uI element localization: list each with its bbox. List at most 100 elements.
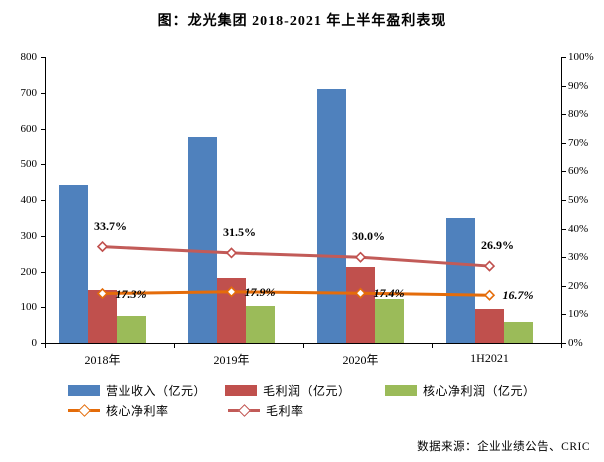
- y-axis-right-tick: [562, 314, 566, 316]
- bar-core-profit: [246, 306, 275, 343]
- y-axis-left-tick-label: 200: [20, 265, 38, 278]
- y-axis-left-tick: [41, 200, 45, 201]
- y-axis-left-tick-label: 600: [20, 122, 38, 135]
- x-axis-category-label: 2018年: [84, 353, 121, 367]
- y-axis-right-tick-label: 60%: [568, 165, 589, 178]
- y-axis-right-tick: [562, 57, 566, 58]
- y-axis-right-tick: [562, 142, 566, 144]
- y-axis-right-tick-label: 100%: [568, 51, 594, 63]
- bar-revenue: [59, 185, 88, 343]
- bar-revenue: [317, 88, 346, 343]
- legend-label: 毛利润（亿元）: [263, 383, 351, 398]
- x-axis-category-label: 2019年: [213, 353, 250, 367]
- x-axis-tick: [303, 344, 304, 348]
- x-axis-category-label: 2020年: [342, 353, 379, 367]
- legend-item-bar-series: 核心净利润（亿元）: [385, 383, 536, 398]
- legend-swatch: [225, 384, 257, 396]
- y-axis-left-tick-label: 400: [20, 194, 38, 206]
- y-axis-right-tick: [562, 257, 566, 259]
- legend-label: 核心净利润（亿元）: [423, 383, 536, 398]
- y-axis-right-tick-label: 80%: [568, 108, 589, 121]
- legend-item-line-series: 核心净利率: [68, 403, 169, 418]
- data-label: 30.0%: [352, 229, 385, 244]
- y-axis-left-tick: [41, 164, 45, 166]
- bar-core-profit: [504, 322, 533, 343]
- y-axis-right-tick: [562, 114, 566, 116]
- legend-swatch: [68, 384, 100, 396]
- x-axis-tick: [561, 344, 562, 348]
- y-axis-left-tick: [41, 235, 45, 237]
- y-axis-left-tick-label: 700: [20, 86, 38, 99]
- x-axis-tick: [432, 344, 433, 348]
- y-axis-left-tick: [41, 271, 45, 273]
- chart-title: 图：龙光集团 2018-2021 年上半年盈利表现: [157, 14, 447, 29]
- y-axis-right-tick-label: 20%: [568, 279, 589, 292]
- legend-item-bar-series: 毛利润（亿元）: [225, 383, 351, 398]
- y-axis-left-tick-label: 300: [20, 229, 38, 242]
- diamond-marker: [483, 260, 496, 272]
- y-axis-right-tick-label: 0%: [568, 337, 583, 349]
- y-axis-right-tick: [562, 171, 566, 173]
- data-source-note: 数据来源：企业业绩公告、CRIC: [417, 441, 590, 453]
- y-axis-left-tick-label: 800: [20, 51, 38, 63]
- y-axis-right: [561, 57, 562, 343]
- y-axis-left-tick-label: 500: [20, 158, 38, 171]
- gross-margin-line: [102, 245, 490, 268]
- y-axis-right-tick-label: 40%: [568, 222, 589, 235]
- bar-gross-profit: [475, 309, 504, 343]
- diamond-marker: [225, 286, 238, 298]
- data-label: 17.3%: [115, 286, 147, 301]
- y-axis-left-tick: [41, 128, 45, 130]
- data-label: 33.7%: [94, 218, 127, 233]
- y-axis-left-tick: [41, 57, 45, 58]
- y-axis-right-tick-label: 50%: [568, 194, 589, 206]
- y-axis-right-tick: [562, 85, 566, 87]
- diamond-marker: [354, 251, 367, 263]
- legend-line-marker: [228, 404, 260, 417]
- diamond-marker: [96, 240, 109, 253]
- y-axis-right-tick: [562, 343, 566, 344]
- y-axis-right-tick: [562, 228, 566, 230]
- bar-revenue: [188, 137, 217, 343]
- diamond-marker: [225, 247, 238, 259]
- y-axis-left-tick-label: 0: [31, 337, 38, 349]
- y-axis-left: [45, 57, 46, 343]
- legend-swatch: [385, 384, 417, 396]
- legend-label: 核心净利率: [106, 403, 169, 418]
- diamond-marker: [483, 289, 496, 301]
- bar-revenue: [446, 218, 475, 343]
- legend-label: 营业收入（亿元）: [106, 383, 207, 398]
- x-axis-category-label: 1H2021: [470, 351, 509, 365]
- x-axis-tick: [174, 344, 175, 348]
- diamond-marker: [96, 287, 109, 300]
- legend-item-line-series: 毛利率: [228, 403, 304, 418]
- y-axis-right-tick-label: 90%: [568, 79, 589, 92]
- data-label: 26.9%: [481, 238, 514, 253]
- legend-line-marker: [68, 404, 100, 417]
- y-axis-left-tick: [41, 343, 45, 344]
- y-axis-right-tick: [562, 285, 566, 287]
- bar-core-profit: [117, 315, 146, 343]
- data-label: 17.4%: [373, 286, 405, 301]
- x-axis-tick: [45, 344, 46, 348]
- y-axis-right-tick-label: 70%: [568, 136, 589, 149]
- data-label: 16.7%: [502, 288, 534, 303]
- data-label: 17.9%: [244, 284, 276, 299]
- x-axis: [45, 343, 562, 344]
- bar-gross-profit: [346, 266, 375, 343]
- y-axis-left-tick: [41, 92, 45, 94]
- y-axis-right-tick-label: 30%: [568, 251, 589, 264]
- bar-core-profit: [375, 298, 404, 343]
- data-label: 31.5%: [223, 224, 256, 239]
- core-net-margin-line: [102, 290, 490, 297]
- diamond-marker: [354, 287, 367, 299]
- legend-label: 毛利率: [266, 403, 304, 418]
- y-axis-left-tick: [41, 307, 45, 309]
- y-axis-right-tick-label: 10%: [568, 308, 589, 321]
- y-axis-left-tick-label: 100: [20, 301, 38, 314]
- legend-item-bar-series: 营业收入（亿元）: [68, 383, 207, 398]
- y-axis-right-tick: [562, 200, 566, 201]
